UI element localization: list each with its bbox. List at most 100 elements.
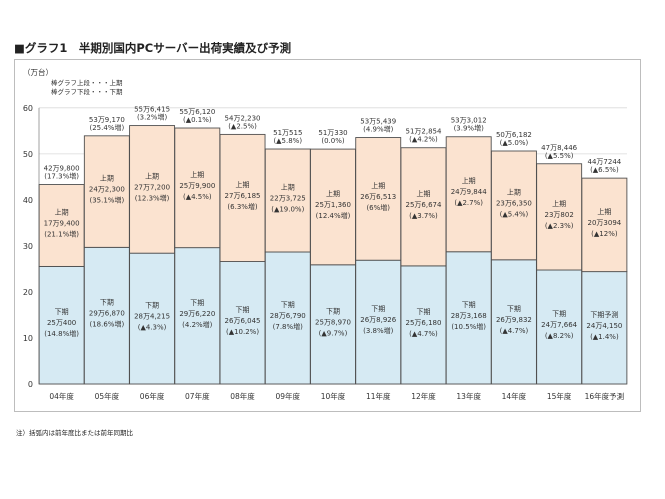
total-label: 55万6,415	[134, 106, 170, 114]
lower-segment-label: (▲4.7%)	[409, 330, 438, 338]
lower-segment-label: (▲9.7%)	[319, 329, 348, 337]
upper-segment-label: 23万802	[545, 211, 574, 219]
upper-segment-label: (▲2.3%)	[545, 222, 574, 230]
x-tick-label: 11年度	[366, 391, 391, 401]
y-tick-label: 30	[23, 242, 33, 251]
upper-segment-label: 上期	[55, 207, 69, 216]
bar-segment-upper	[264, 148, 311, 253]
total-label: (0.0%)	[321, 137, 345, 145]
x-tick-label: 08年度	[230, 391, 255, 401]
upper-segment-label: 17万9,400	[44, 219, 80, 227]
upper-segment-label: 上期	[552, 199, 566, 208]
x-tick-label: 13年度	[456, 391, 481, 401]
page-title: ■グラフ1 半期別国内PCサーバー出荷実績及び予測	[14, 41, 292, 55]
lower-segment-label: 下期	[371, 305, 385, 313]
x-tick-label: 07年度	[185, 391, 210, 401]
lower-segment-label: 25万6,180	[405, 319, 441, 327]
total-label: 53万9,170	[89, 116, 125, 124]
upper-segment-label: 22万3,725	[270, 195, 306, 203]
bar-segment-upper	[400, 147, 447, 267]
upper-segment-label: (6.3%増)	[227, 202, 258, 211]
lower-segment-label: 下期予測	[590, 310, 618, 319]
bar-segment-lower	[219, 261, 266, 385]
x-tick-label: 12年度	[411, 391, 436, 401]
upper-segment-label: 20万3094	[588, 219, 622, 227]
lower-segment-label: (18.6%増)	[89, 320, 124, 329]
lower-segment-label: 下期	[281, 301, 295, 309]
upper-segment-label: (35.1%増)	[89, 196, 124, 205]
lower-segment-label: 25万400	[47, 319, 76, 327]
upper-segment-label: (12.4%増)	[316, 211, 351, 220]
lower-segment-label: (4.2%増)	[182, 320, 213, 329]
bar-segment-lower	[490, 259, 537, 385]
lower-segment-label: (10.5%増)	[451, 322, 486, 331]
lower-segment-label: 28万3,168	[451, 312, 487, 320]
upper-segment-label: 上期	[281, 183, 295, 192]
bar-segment-lower	[264, 251, 311, 385]
bar-segment-lower	[581, 271, 628, 385]
bar-segment-lower	[38, 265, 85, 385]
upper-segment-label: 25万9,900	[179, 182, 215, 190]
legend-entry: 棒グラフ上段・・・上期	[51, 78, 123, 87]
lower-segment-label: 下期	[100, 299, 114, 307]
lower-segment-label: (▲4.3%)	[138, 324, 167, 332]
lower-segment-label: 28万6,790	[270, 312, 306, 320]
x-tick-label: 09年度	[275, 391, 300, 401]
upper-segment-label: (21.1%増)	[44, 229, 79, 238]
x-tick-label: 16年度予測	[585, 391, 625, 401]
total-label: (▲2.5%)	[228, 122, 257, 130]
total-label: 55万6,120	[179, 108, 215, 116]
total-label: 51万515	[273, 129, 302, 137]
upper-segment-label: 23万6,350	[496, 199, 532, 207]
total-label: 42万9,800	[44, 165, 80, 173]
bar-segment-lower	[445, 251, 492, 385]
y-axis-unit: （万台）	[23, 67, 53, 77]
total-label: (▲0.1%)	[183, 116, 212, 124]
total-label: 44万7244	[588, 158, 622, 166]
upper-segment-label: 24万9,844	[451, 188, 487, 196]
total-label: 54万2,230	[225, 114, 261, 122]
y-tick-label: 20	[23, 288, 33, 297]
y-tick-label: 40	[23, 196, 33, 205]
bar-segment-lower	[310, 264, 356, 385]
upper-segment-label: (6%増)	[366, 203, 390, 212]
upper-segment-label: 上期	[326, 189, 340, 198]
lower-segment-label: 29万6,220	[179, 310, 215, 318]
total-label: 47万8,446	[541, 144, 577, 152]
chart-frame: 0 10 20 30 40 50 60 （万台） 棒グラフ上段・・・上期 棒グラフ下段・・・下期 4…	[14, 59, 641, 412]
legend-entry: 棒グラフ下段・・・下期	[51, 87, 123, 96]
upper-segment-label: 上期	[507, 187, 521, 196]
upper-segment-label: 25万1,360	[315, 201, 351, 209]
total-label: (4.9%増)	[363, 125, 394, 134]
lower-segment-label: (3.8%増)	[363, 326, 394, 335]
y-tick-label: 60	[23, 104, 33, 113]
lower-segment-label: 26万9,832	[496, 316, 532, 324]
total-label: 53万3,012	[451, 117, 487, 125]
y-tick-label: 10	[23, 334, 33, 343]
x-tick-label: 15年度	[547, 391, 572, 401]
total-label: (▲5.5%)	[545, 152, 574, 160]
total-label: 51万2,854	[405, 128, 441, 136]
x-tick-label: 04年度	[49, 391, 74, 401]
total-label: (▲4.2%)	[409, 136, 438, 144]
y-tick-label: 0	[28, 380, 33, 389]
lower-segment-label: 24万7,664	[541, 321, 577, 329]
lower-segment-label: (▲10.2%)	[226, 328, 259, 336]
total-label: (▲5.0%)	[500, 139, 529, 147]
x-tick-label: 06年度	[140, 391, 165, 401]
footnote: 注）括弧内は前年度比または前年同期比	[16, 429, 133, 437]
bar-segment-upper	[355, 137, 402, 261]
upper-segment-label: 27万6,185	[225, 192, 261, 200]
lower-segment-label: 28万4,215	[134, 313, 170, 321]
upper-segment-label: (▲19.0%)	[271, 206, 304, 214]
total-label: (▲5.8%)	[273, 137, 302, 145]
total-label: 53万5,439	[360, 118, 396, 126]
upper-segment-label: (▲3.7%)	[409, 212, 438, 220]
upper-segment-label: (12.3%増)	[135, 193, 170, 202]
upper-segment-label: (▲12%)	[591, 230, 618, 238]
bar-segment-lower	[536, 269, 583, 385]
bar-segment-upper	[536, 163, 583, 271]
lower-segment-label: (▲1.4%)	[590, 333, 619, 341]
lower-segment-label: 26万6,045	[225, 317, 261, 325]
